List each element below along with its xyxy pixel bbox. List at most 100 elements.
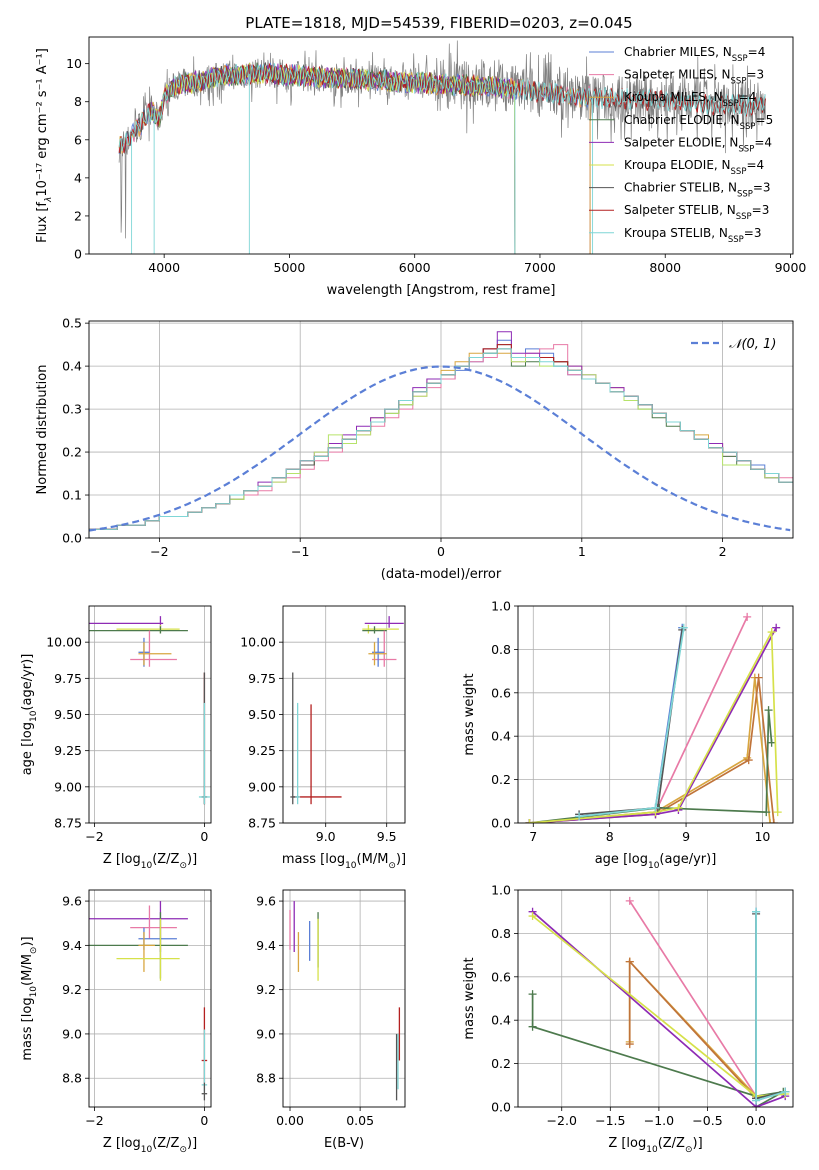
weight-marker [625, 1040, 634, 1049]
y-axis-label: Flux [fλ10⁻¹⁷ erg cm⁻² s⁻¹ A⁻¹] [35, 48, 54, 243]
legend-suffix: =4 [748, 45, 766, 59]
y-tick-label: 0.2 [491, 772, 511, 787]
y-tick-label: 10.00 [46, 635, 82, 650]
y-tick-label: 4 [74, 170, 82, 185]
weight-marker [528, 1022, 537, 1031]
y-tick-label: 9.50 [54, 707, 82, 722]
y-axis-label: mass weight [462, 957, 477, 1039]
plot-area [290, 616, 404, 805]
plot-area [89, 616, 210, 805]
errorbar-point [130, 630, 177, 667]
errorbar-point [116, 918, 180, 981]
errorbar-point [116, 624, 180, 634]
legend-suffix: =3 [753, 181, 771, 195]
axes-frame [517, 605, 794, 824]
axes-frame [282, 889, 406, 1108]
y-tick-label: 2 [74, 208, 82, 223]
weight-marker [528, 912, 537, 921]
y-axis-label: age [log10(age/yr)] [20, 654, 39, 776]
weight-series-line [529, 710, 773, 823]
label-subscript: ⊙ [29, 947, 39, 955]
plot-area [528, 896, 790, 1107]
label-part: mass [log [20, 997, 35, 1060]
x-tick-label: 9000 [775, 260, 807, 275]
legend-entry: Salpeter ELODIE, NSSP=4 [624, 135, 772, 154]
y-tick-label: 9.50 [248, 707, 276, 722]
y-tick-label: 0.0 [491, 1100, 511, 1115]
x-tick-label: −2 [150, 544, 168, 559]
x-axis-label: mass [log10(M/M⊙)] [282, 852, 406, 871]
x-tick-label: 0.0 [746, 1113, 766, 1128]
x-tick-label: 1 [578, 544, 586, 559]
x-axis-label: Z [log10(Z/Z⊙)] [103, 852, 197, 871]
y-tick-label: 9.6 [62, 894, 82, 909]
weight-marker [744, 756, 753, 765]
label-part: E(B-V) [324, 1136, 364, 1151]
x-tick-label: 2 [719, 544, 727, 559]
y-tick-label: 0.3 [62, 402, 82, 417]
weight-series-line [755, 911, 786, 1102]
label-part: )] [187, 1136, 197, 1151]
weight-series-line [628, 900, 757, 1097]
y-tick-label: 0.8 [491, 926, 511, 941]
errorbar-point [89, 626, 188, 634]
axes-frame [88, 605, 212, 824]
x-tick-label: −2.0 [547, 1113, 577, 1128]
label-part: (Z/Z [152, 852, 179, 867]
label-part: (M/M [357, 852, 389, 867]
label-part: )] [693, 1136, 703, 1151]
axes-mass-vs-EBV: 0.00 0.05 8.8 9.0 9.2 9.4 9.6 E(B-V) [256, 889, 406, 1151]
x-tick-label: −1 [291, 544, 309, 559]
x-tick-label: −1.0 [644, 1113, 674, 1128]
weight-marker [767, 738, 776, 747]
y-tick-label: 0.4 [62, 359, 82, 374]
label-part: )] [187, 852, 197, 867]
axes-age-vs-mass: 9.0 9.5 8.75 9.00 9.25 9.50 9.75 10.00 mass [log… [240, 605, 406, 871]
axes-residuals: −2 −1 0 1 2 0.0 0.1 0.2 0.3 0.4 0.5 𝒩(0, 1) (data-mo… [35, 316, 794, 582]
y-tick-label: 9.25 [54, 743, 82, 758]
label-subscript: ⊙ [388, 861, 396, 871]
y-tick-label: 0 [74, 247, 82, 262]
axes-weight-vs-Z: −2.0 −1.5 −1.0 −0.5 0.0 0.0 0.2 0.4 0.6 0.8 1.0 Z [… [462, 883, 794, 1155]
label-subscript: 10 [141, 861, 153, 871]
weight-marker [743, 612, 752, 621]
weight-marker [525, 819, 534, 823]
errorbar-point [89, 901, 188, 952]
legend-subscript: SSP [740, 122, 756, 132]
weight-marker [766, 819, 775, 823]
weight-marker [625, 896, 634, 905]
label-part: (Z/Z [152, 1136, 179, 1151]
x-axis-label: Z [log10(Z/Z⊙)] [103, 1136, 197, 1155]
y-tick-label: 1.0 [491, 599, 511, 614]
y-tick-label: 0.2 [62, 445, 82, 460]
weight-marker [781, 1087, 790, 1096]
weight-series-line [755, 913, 786, 1100]
y-tick-label: 1.0 [491, 883, 511, 898]
legend-entry: Kroupa MILES, NSSP=4 [624, 90, 756, 109]
plot-area [525, 612, 782, 823]
x-tick-label: 8 [606, 829, 614, 844]
label-part: (age/yr)] [20, 654, 35, 711]
label-subscript: 10 [646, 1145, 658, 1155]
legend-subscript: SSP [738, 144, 754, 154]
errorbar-point [368, 642, 387, 666]
x-tick-label: −1.5 [595, 1113, 625, 1128]
y-tick-label: 9.4 [62, 938, 82, 953]
histogram-series [89, 348, 793, 538]
x-axis-label: wavelength [Angstrom, rest frame] [327, 283, 556, 298]
histogram-series [89, 344, 793, 538]
x-tick-label: 9.0 [316, 829, 336, 844]
y-tick-label: 9.00 [54, 779, 82, 794]
weight-series-line [529, 628, 779, 823]
legend-label: Kroupa STELIB, N [624, 226, 728, 240]
y-tick-label: 9.6 [256, 894, 276, 909]
y-tick-label: 8.8 [256, 1071, 276, 1086]
x-tick-label: 6000 [399, 260, 431, 275]
legend-suffix: =3 [746, 68, 764, 82]
legend-suffix: =4 [746, 158, 764, 172]
y-tick-label: 9.2 [62, 982, 82, 997]
label-part: age [log [595, 852, 648, 867]
